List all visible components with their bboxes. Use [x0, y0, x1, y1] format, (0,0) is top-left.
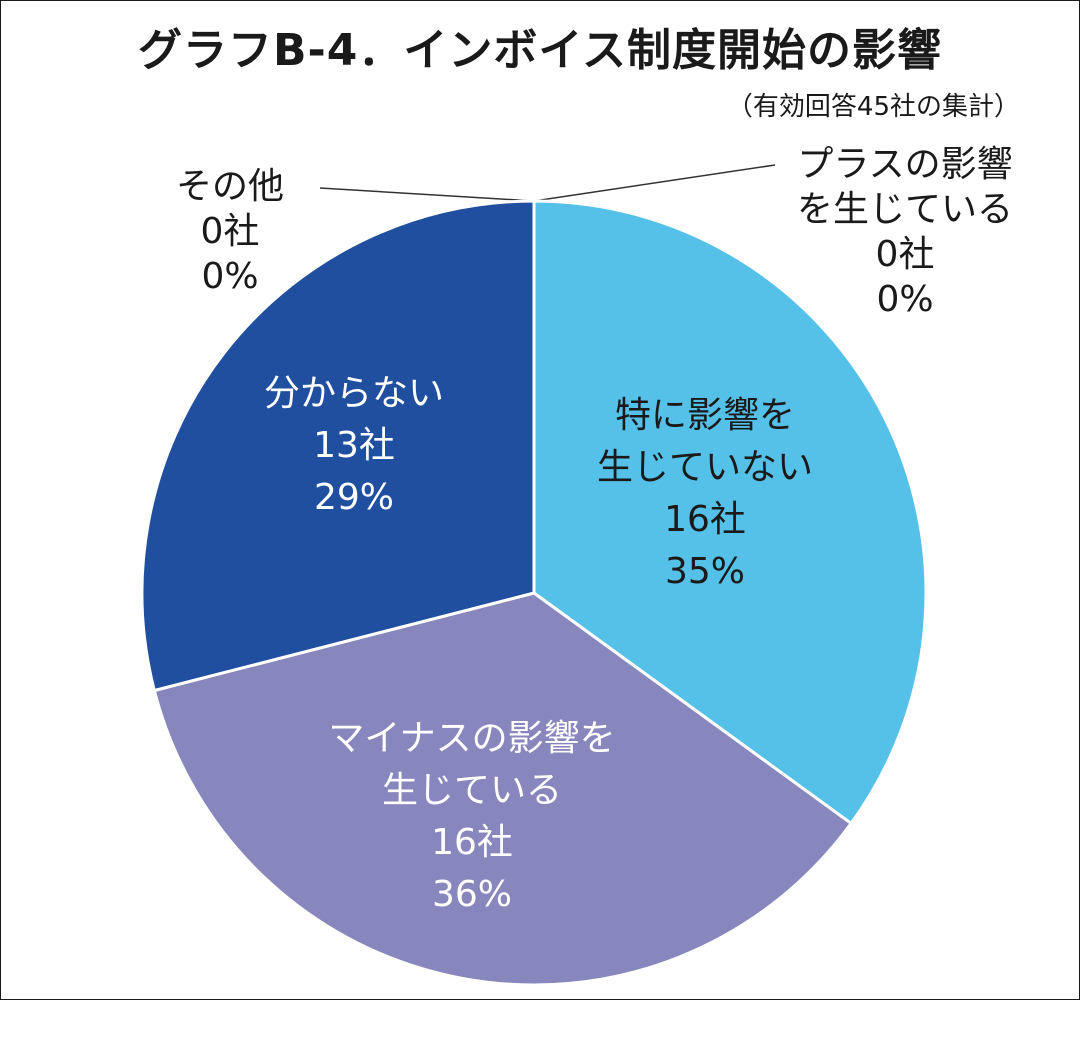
outer-label-other-line-1: その他 — [175, 166, 284, 207]
outer-label-other-count: 0社 — [200, 211, 260, 252]
pie-slice-1 — [532, 199, 928, 826]
slice-label-3-line-2: 13社 — [313, 425, 395, 466]
outer-label-plus: プラスの影響 を生じている 0社 0% — [765, 142, 1045, 322]
outer-label-other: その他 0社 0% — [130, 164, 330, 299]
outer-label-plus-line-1: プラスの影響 — [797, 144, 1013, 185]
outer-label-plus-percent: 0% — [876, 279, 934, 320]
slice-label-1-line-2: 生じていない — [597, 447, 813, 488]
slice-label-3-line-3: 29% — [314, 477, 394, 518]
chart-title: グラフB-4．インボイス制度開始の影響 — [137, 25, 943, 76]
chart-subtitle: （有効回答45社の集計） — [726, 92, 1020, 122]
pie-slice-2 — [152, 591, 854, 987]
outer-label-plus-line-2: を生じている — [796, 189, 1013, 230]
pie-slice-3 — [140, 199, 536, 693]
slice-label-2-line-3: 16社 — [431, 822, 513, 863]
leader-line-1 — [533, 164, 776, 202]
outer-label-other-percent: 0% — [201, 256, 259, 297]
slice-label-3-line-1: 分からない — [264, 373, 444, 414]
outer-label-plus-count: 0社 — [875, 234, 935, 275]
slice-label-1-line-1: 特に影響を — [615, 395, 795, 436]
slice-label-1-line-3: 16社 — [664, 499, 746, 540]
slice-label-1-line-4: 35% — [665, 551, 745, 592]
slice-label-2-line-2: 生じている — [382, 770, 562, 811]
slice-label-2-line-1: マイナスの影響を — [328, 718, 615, 759]
slice-label-2-line-4: 36% — [432, 874, 512, 915]
leader-line-2 — [319, 187, 535, 202]
